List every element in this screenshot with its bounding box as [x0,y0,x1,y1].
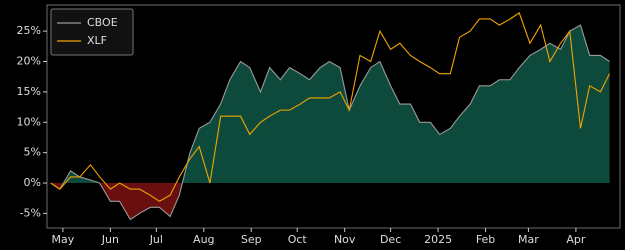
x-tick-label: Jul [149,233,163,246]
x-tick-label: Nov [334,233,356,246]
legend-box [50,8,134,56]
legend-label: CBOE [87,16,118,29]
x-tick-label: May [52,233,75,246]
y-tick-label: 25% [17,24,41,37]
y-tick-label: 15% [17,85,41,98]
x-tick-label: Dec [380,233,401,246]
series-line [50,12,611,202]
x-tick-label: Oct [288,233,308,246]
y-tick-label: 20% [17,55,41,68]
x-tick-label: Aug [193,233,214,246]
series-line [50,24,610,221]
y-tick-label: 0% [24,176,41,189]
y-tick-label: 10% [17,115,41,128]
area-positive [50,25,610,184]
x-tick-label: Apr [566,233,586,246]
y-tick-label: 5% [24,146,41,159]
x-tick-label: Mar [518,233,539,246]
y-tick-label: -5% [20,206,41,219]
x-tick-label: 2025 [424,233,452,246]
x-tick-label: Feb [476,233,495,246]
plot-frame [46,4,621,229]
x-tick-label: Sep [241,233,262,246]
x-tick-label: Jun [101,233,119,246]
legend-label: XLF [87,34,107,47]
